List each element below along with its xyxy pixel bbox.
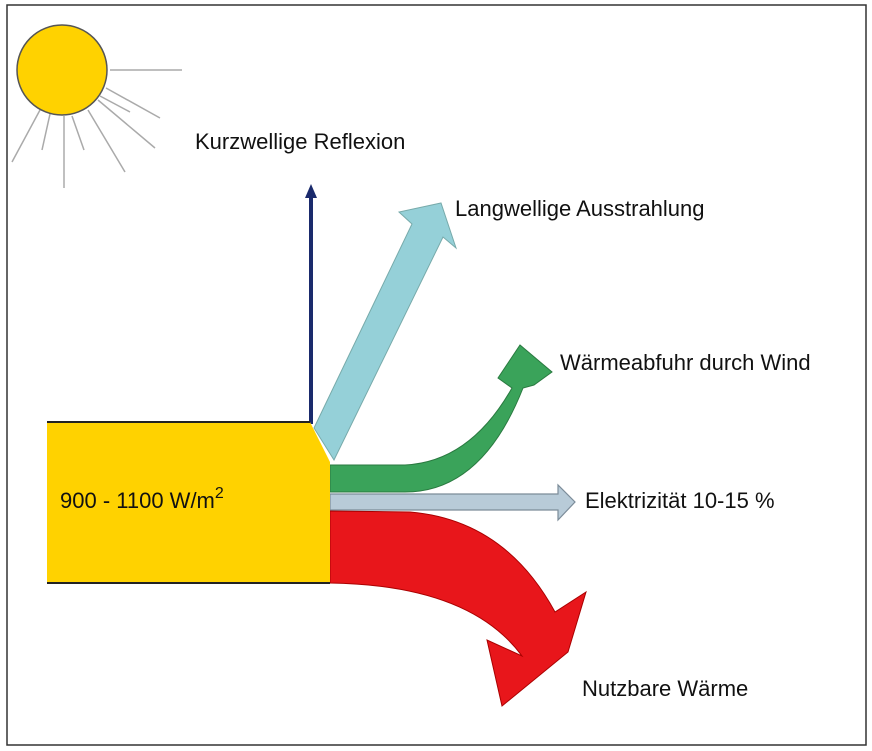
wind-arrow [329,344,553,493]
input-label-exponent: 2 [215,485,224,502]
heat-arrow [329,510,587,707]
output-label: Langwellige Ausstrahlung [455,196,705,221]
output-label: Wärmeabfuhr durch Wind [560,350,811,375]
sun-rays [11,69,182,188]
frame [6,4,867,746]
output-label: Nutzbare Wärme [582,676,748,701]
electricity-arrow [329,483,576,522]
longwave-arrow [313,202,458,462]
input-block [47,422,330,583]
output-label: Kurzwellige Reflexion [195,129,405,154]
shortwave-arrowhead [305,184,317,198]
sun [16,24,108,116]
input-label-text: 900 - 1100 W/m [60,488,215,513]
output-label: Elektrizität 10-15 % [585,488,775,513]
input-label: 900 - 1100 W/m2 [60,485,224,513]
